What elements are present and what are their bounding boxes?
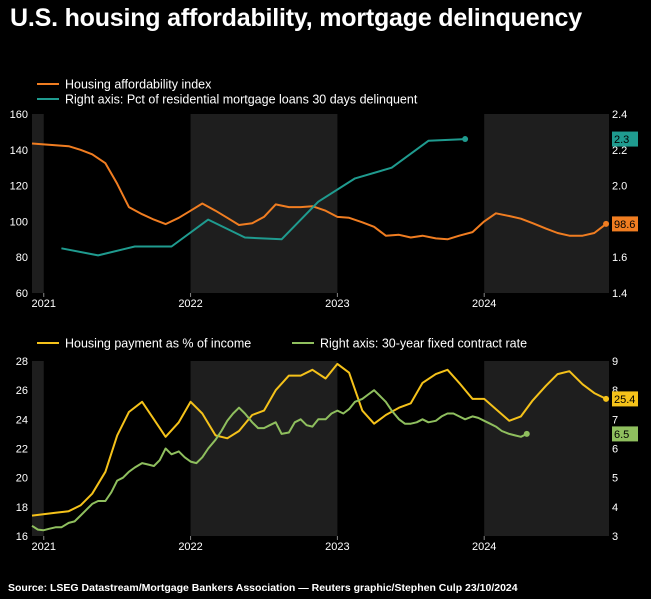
bottom-x-tick-label: 2024	[472, 541, 496, 553]
top-y2-tick-label: 1.4	[612, 288, 627, 300]
bottom-legend-label-0: Housing payment as % of income	[65, 337, 251, 351]
bottom-end-label-0: 25.4	[614, 394, 635, 406]
bottom-end-label-box-1	[612, 426, 638, 442]
top-y-tick-label: 60	[16, 288, 28, 300]
top-y2-tick-label: 2.4	[612, 109, 627, 121]
top-y-tick-label: 160	[10, 109, 28, 121]
top-y-tick-label: 140	[10, 145, 28, 157]
top-y2-tick-label: 2.0	[612, 181, 627, 193]
top-y2-tick-label: 1.6	[612, 252, 627, 264]
top-year-band-1	[190, 114, 338, 293]
top-year-band-0	[32, 114, 44, 293]
top-x-tick-label: 2023	[325, 298, 349, 310]
top-x-tick-label: 2024	[472, 298, 496, 310]
top-series-line-1	[61, 138, 466, 257]
source-note: Source: LSEG Datastream/Mortgage Bankers…	[8, 582, 518, 594]
bottom-y-tick-label: 28	[16, 356, 28, 368]
bottom-y-tick-label: 22	[16, 444, 28, 456]
top-legend-label-0: Housing affordability index	[65, 78, 212, 92]
bottom-series-line-1	[31, 389, 528, 532]
bottom-y2-tick-label: 6	[612, 444, 618, 456]
chart-payment-mortgage-rate: Housing payment as % of income Right axis…	[16, 337, 638, 553]
top-y-tick-label: 80	[16, 252, 28, 264]
top-end-label-1: 2.3	[614, 134, 629, 146]
page-title: U.S. housing affordability, mortgage del…	[10, 4, 582, 32]
bottom-x-tick-label: 2023	[325, 541, 349, 553]
bottom-series-end-marker-0	[603, 395, 610, 402]
bottom-y2-tick-label: 5	[612, 473, 618, 485]
bottom-year-band-1	[190, 361, 338, 536]
bottom-y-tick-label: 20	[16, 473, 28, 485]
bottom-y2-tick-label: 7	[612, 414, 618, 426]
top-series-line-0	[31, 142, 607, 241]
bottom-end-label-box-0	[612, 391, 638, 407]
top-end-label-0: 98.6	[614, 219, 635, 231]
top-y-tick-label: 100	[10, 216, 28, 228]
top-legend-label-1: Right axis: Pct of residential mortgage …	[65, 93, 418, 107]
bottom-y2-tick-label: 9	[612, 356, 618, 368]
top-x-tick-label: 2022	[178, 298, 202, 310]
bottom-year-band-0	[32, 361, 44, 536]
bottom-y2-tick-label: 8	[612, 385, 618, 397]
bottom-y-tick-label: 24	[16, 414, 28, 426]
top-end-label-box-1	[612, 131, 638, 147]
top-x-tick-label: 2021	[32, 298, 56, 310]
top-y-tick-label: 120	[10, 181, 28, 193]
top-year-band-2	[484, 114, 609, 293]
top-end-label-box-0	[612, 216, 638, 232]
bottom-y2-tick-label: 3	[612, 531, 618, 543]
top-y2-tick-label: 2.2	[612, 145, 627, 157]
bottom-series-line-0	[31, 362, 607, 517]
bottom-series-end-marker-1	[523, 430, 530, 437]
bottom-legend-label-1: Right axis: 30-year fixed contract rate	[320, 337, 527, 351]
bottom-year-band-2	[484, 361, 609, 536]
bottom-y-tick-label: 18	[16, 502, 28, 514]
top-series-end-marker-1	[462, 136, 469, 143]
bottom-y2-tick-label: 4	[612, 502, 618, 514]
bottom-end-label-1: 6.5	[614, 429, 629, 441]
bottom-y-tick-label: 26	[16, 385, 28, 397]
bottom-y-tick-label: 16	[16, 531, 28, 543]
bottom-x-tick-label: 2022	[178, 541, 202, 553]
bottom-x-tick-label: 2021	[32, 541, 56, 553]
top-series-end-marker-0	[603, 220, 610, 227]
